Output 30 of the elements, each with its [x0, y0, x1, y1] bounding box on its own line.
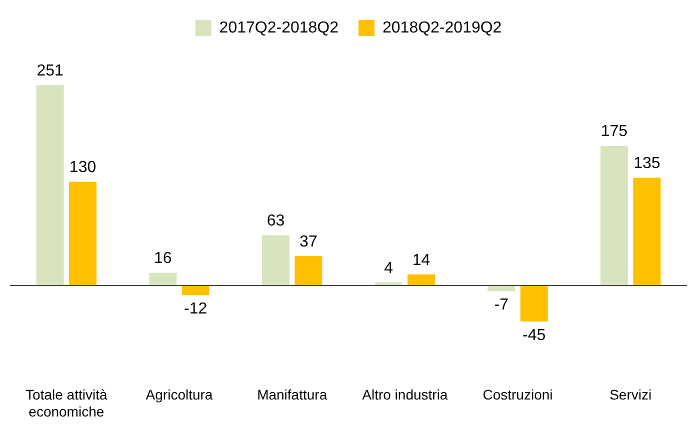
data-label: 135 — [634, 155, 660, 172]
data-label: -7 — [494, 296, 509, 314]
bar — [69, 182, 97, 286]
data-label: 63 — [266, 212, 285, 230]
legend-label: 2017Q2-2018Q2 — [219, 19, 339, 36]
bar — [408, 274, 436, 286]
data-label: 14 — [412, 252, 430, 269]
bar — [294, 256, 322, 286]
data-label: 175 — [600, 123, 628, 140]
x-tick-label: Manifattura — [257, 386, 328, 403]
data-label: 251 — [36, 62, 64, 80]
bar — [633, 178, 661, 286]
x-tick-label: Totale attività economiche — [26, 386, 108, 420]
x-tick-label: Agricoltura — [146, 386, 213, 403]
bar — [36, 85, 64, 286]
data-label: 37 — [300, 233, 318, 250]
data-label: -45 — [522, 326, 546, 344]
data-label: 4 — [384, 260, 394, 277]
bar — [520, 286, 548, 322]
bar — [600, 146, 628, 286]
x-tick-label: Altro industria — [362, 386, 448, 403]
data-label: 130 — [69, 159, 96, 176]
bar — [149, 272, 177, 286]
data-label: -12 — [184, 300, 208, 318]
legend-label: 2018Q2-2019Q2 — [382, 19, 502, 36]
x-tick-label: Costruzioni — [482, 386, 553, 403]
bar — [182, 286, 210, 296]
bar — [262, 235, 290, 286]
data-label: 16 — [154, 250, 172, 268]
x-tick-label: Servizi — [610, 386, 652, 403]
